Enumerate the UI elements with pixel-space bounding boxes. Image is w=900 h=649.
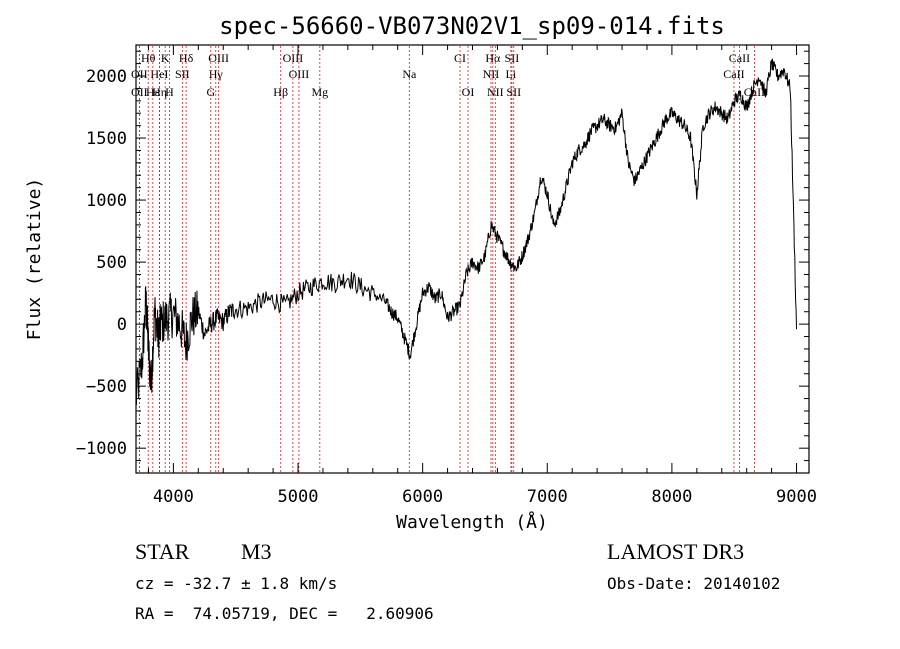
ra-dec-coordinates: RA = 74.05719, DEC = 2.60906	[135, 604, 434, 623]
redshift-cz: cz = -32.7 ± 1.8 km/s	[135, 574, 338, 593]
x-tick-label: 4000	[153, 487, 194, 507]
y-tick-label: 2000	[86, 67, 127, 87]
emission-line-label: OIII	[208, 51, 229, 65]
x-tick-label: 7000	[527, 487, 568, 507]
emission-line-label: NII	[487, 85, 504, 99]
emission-line-label: CaII	[723, 67, 744, 81]
emission-line-label: NII	[483, 67, 500, 81]
x-tick-label: 9000	[776, 487, 817, 507]
emission-line-label: Na	[402, 67, 417, 81]
emission-line-label: Hθ	[141, 51, 156, 65]
chart-title: spec-56660-VB073N02V1_sp09-014.fits	[219, 12, 725, 40]
y-tick-label: 0	[117, 315, 127, 335]
axis-ticks: 4000 5000 6000 7000 8000 9000 −1000 −500 0 500 100…	[76, 45, 817, 507]
emission-line-label: K	[161, 51, 170, 65]
x-tick-label: 5000	[278, 487, 319, 507]
emission-line-label: G	[206, 85, 215, 99]
emission-line-label: H	[165, 85, 174, 99]
emission-line-label: Mg	[311, 85, 328, 99]
x-axis-label: Wavelength (Å)	[396, 511, 548, 533]
emission-line-label: Hγ	[209, 67, 224, 81]
emission-line-label: Hδ	[179, 51, 194, 65]
y-tick-label: 1000	[86, 191, 127, 211]
emission-line-label: OIII	[283, 51, 304, 65]
emission-line-label: SII	[175, 67, 190, 81]
emission-line-label: OII	[131, 85, 148, 99]
emission-line-label: Hη	[152, 85, 167, 99]
observation-date: Obs-Date: 20140102	[607, 574, 781, 593]
y-tick-label: −500	[86, 377, 127, 397]
emission-line-label: CI	[454, 51, 466, 65]
x-tick-label: 8000	[651, 487, 692, 507]
y-axis-label: Flux (relative)	[24, 178, 45, 341]
x-tick-label: 6000	[402, 487, 443, 507]
emission-line-label: SII	[505, 51, 520, 65]
spectral-subclass: M3	[241, 539, 272, 564]
emission-line-label: OIII	[289, 67, 310, 81]
y-tick-label: 500	[96, 253, 127, 273]
emission-line-label: Hα	[485, 51, 501, 65]
spectrum-series	[135, 58, 797, 406]
survey-name: LAMOST DR3	[607, 539, 745, 564]
emission-line-label: SII	[506, 85, 521, 99]
object-type: STAR	[135, 539, 190, 564]
emission-line-label: Hε	[146, 85, 160, 99]
emission-line-label: Hβ	[273, 85, 288, 99]
spectrum-line	[135, 58, 797, 406]
y-tick-label: 1500	[86, 129, 127, 149]
y-tick-label: −1000	[76, 439, 127, 459]
emission-line-label: CaII	[744, 85, 765, 99]
emission-line-label: OI	[462, 85, 475, 99]
emission-line-label: Li	[506, 67, 517, 81]
emission-line-label: CaII	[729, 51, 750, 65]
